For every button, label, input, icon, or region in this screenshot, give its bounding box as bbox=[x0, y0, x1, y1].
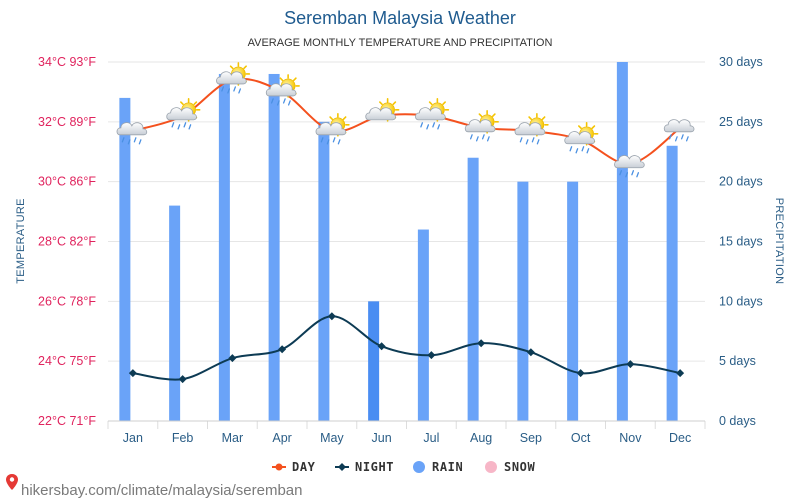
sun-cloud-rain-icon bbox=[464, 110, 499, 142]
month-label: Jan bbox=[123, 431, 143, 445]
month-label: Mar bbox=[222, 431, 244, 445]
right-tick-label: 0 days bbox=[719, 414, 756, 428]
month-label: Oct bbox=[571, 431, 591, 445]
left-tick-label: 26°C 78°F bbox=[38, 294, 96, 308]
legend-marker bbox=[485, 461, 497, 473]
sun-cloud-rain-icon bbox=[564, 121, 599, 154]
sun-cloud-rain-icon bbox=[265, 74, 300, 106]
rain-bar bbox=[567, 181, 579, 421]
sun-cloud-rain-icon bbox=[315, 113, 350, 145]
night-point bbox=[178, 375, 187, 384]
left-tick-label: 22°C 71°F bbox=[38, 414, 96, 428]
cloud-rain-icon bbox=[614, 155, 645, 178]
weather-icons bbox=[116, 62, 695, 178]
location-pin-icon bbox=[6, 474, 18, 490]
night-point bbox=[477, 339, 486, 348]
night-point bbox=[228, 354, 237, 363]
left-axis-title: TEMPERATURE bbox=[15, 198, 27, 284]
month-label: Jun bbox=[372, 431, 392, 445]
night-point bbox=[327, 312, 336, 321]
month-label: Dec bbox=[669, 431, 691, 445]
sun-cloud-rain-icon bbox=[514, 113, 549, 145]
rain-bar bbox=[517, 181, 529, 421]
night-point bbox=[676, 369, 685, 378]
legend-item-night[interactable]: NIGHT bbox=[335, 460, 394, 474]
axes: 22°C 71°F 24°C 75°F 26°C 78°F 28°C 82°F 30°C… bbox=[38, 55, 763, 445]
night-point bbox=[576, 369, 585, 378]
chart-title: Seremban Malaysia Weather bbox=[284, 8, 516, 28]
chart-subtitle: AVERAGE MONTHLY TEMPERATURE AND PRECIPIT… bbox=[248, 37, 553, 49]
sun-cloud-rain-icon bbox=[166, 98, 201, 130]
month-label: Apr bbox=[272, 431, 291, 445]
rain-bar bbox=[119, 97, 131, 422]
left-tick-label: 30°C 86°F bbox=[38, 175, 96, 189]
night-point bbox=[278, 345, 287, 354]
rain-bars bbox=[119, 62, 678, 422]
night-point bbox=[427, 351, 436, 360]
right-axis-title: PRECIPITATION bbox=[773, 198, 785, 285]
month-label: Sep bbox=[520, 431, 542, 445]
left-tick-label: 34°C 93°F bbox=[38, 55, 96, 69]
legend-item-snow[interactable]: SNOW bbox=[485, 460, 535, 474]
legend-item-day[interactable]: DAY bbox=[272, 460, 316, 474]
legend-marker bbox=[275, 463, 283, 471]
grid-lines bbox=[108, 61, 705, 422]
rain-bar bbox=[467, 157, 479, 421]
rain-bar bbox=[169, 205, 181, 421]
left-tick-label: 24°C 75°F bbox=[38, 354, 96, 368]
night-line bbox=[132, 315, 681, 381]
night-point bbox=[526, 348, 535, 357]
rain-bar bbox=[666, 145, 678, 421]
legend-marker bbox=[338, 463, 346, 471]
legend-label: SNOW bbox=[504, 460, 535, 474]
right-tick-label: 25 days bbox=[719, 115, 763, 129]
legend-label: DAY bbox=[292, 460, 316, 474]
right-tick-label: 5 days bbox=[719, 354, 756, 368]
left-tick-label: 32°C 89°F bbox=[38, 115, 96, 129]
rain-bar bbox=[616, 62, 628, 421]
month-label: May bbox=[320, 431, 344, 445]
legend-marker bbox=[413, 461, 425, 473]
rain-bar bbox=[318, 121, 330, 421]
sun-cloud-rain-icon bbox=[216, 62, 251, 94]
rain-bar bbox=[417, 229, 429, 421]
rain-bar bbox=[218, 73, 230, 421]
sun-cloud-rain-icon bbox=[415, 98, 450, 130]
footer-link[interactable]: hikersbay.com/climate/malaysia/seremban bbox=[21, 482, 303, 499]
cloud-rain-icon bbox=[663, 119, 695, 142]
rain-bar bbox=[268, 73, 280, 421]
night-point bbox=[377, 342, 386, 351]
cloud-rain-icon bbox=[116, 122, 148, 145]
right-tick-label: 30 days bbox=[719, 55, 763, 69]
rain-bar bbox=[368, 301, 380, 421]
legend-label: NIGHT bbox=[355, 460, 394, 474]
month-label: Jul bbox=[423, 431, 439, 445]
month-label: Nov bbox=[619, 431, 642, 445]
temperature-lines bbox=[128, 77, 685, 384]
night-point bbox=[626, 360, 635, 369]
night-point bbox=[128, 369, 137, 378]
legend: DAY NIGHT RAIN SNOW bbox=[272, 460, 535, 474]
right-tick-label: 15 days bbox=[719, 235, 763, 249]
month-label: Feb bbox=[172, 431, 194, 445]
legend-label: RAIN bbox=[432, 460, 463, 474]
left-tick-label: 28°C 82°F bbox=[38, 235, 96, 249]
month-label: Aug bbox=[470, 431, 492, 445]
right-tick-label: 20 days bbox=[719, 175, 763, 189]
footer[interactable]: hikersbay.com/climate/malaysia/seremban bbox=[6, 474, 303, 499]
right-tick-label: 10 days bbox=[719, 294, 763, 308]
legend-item-rain[interactable]: RAIN bbox=[413, 460, 463, 474]
sun-cloud-icon bbox=[365, 98, 400, 122]
